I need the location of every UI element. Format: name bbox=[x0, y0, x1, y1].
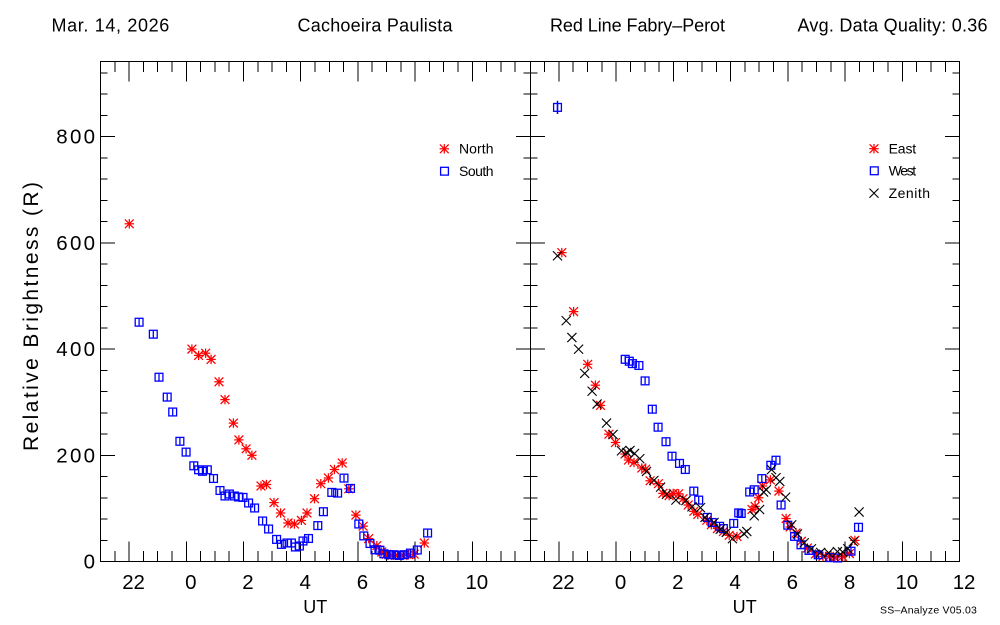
svg-text:8: 8 bbox=[844, 571, 855, 594]
svg-text:Cachoeira Paulista: Cachoeira Paulista bbox=[298, 15, 454, 35]
svg-text:400: 400 bbox=[56, 338, 95, 361]
svg-text:6: 6 bbox=[787, 571, 798, 594]
svg-text:Mar. 14, 2026: Mar. 14, 2026 bbox=[52, 15, 170, 35]
svg-text:2: 2 bbox=[242, 571, 253, 594]
svg-text:East: East bbox=[889, 140, 917, 156]
svg-text:0: 0 bbox=[185, 571, 196, 594]
svg-text:4: 4 bbox=[299, 571, 310, 594]
svg-text:U: U bbox=[303, 597, 316, 617]
svg-text:Red Line Fabry–Perot: Red Line Fabry–Perot bbox=[550, 15, 725, 35]
svg-text:0: 0 bbox=[615, 571, 626, 594]
svg-text:22: 22 bbox=[122, 571, 145, 594]
svg-text:200: 200 bbox=[56, 444, 95, 467]
svg-text:10: 10 bbox=[896, 571, 919, 594]
svg-text:8: 8 bbox=[414, 571, 425, 594]
svg-text:T: T bbox=[746, 597, 757, 617]
svg-text:U: U bbox=[733, 597, 746, 617]
svg-text:12: 12 bbox=[953, 571, 976, 594]
svg-text:6: 6 bbox=[357, 571, 368, 594]
svg-text:2: 2 bbox=[672, 571, 683, 594]
svg-text:SS–Analyze V05.03: SS–Analyze V05.03 bbox=[880, 605, 977, 617]
svg-text:600: 600 bbox=[56, 232, 95, 255]
svg-text:North: North bbox=[459, 141, 494, 157]
svg-text:Avg. Data Quality: 0.36: Avg. Data Quality: 0.36 bbox=[798, 15, 988, 35]
svg-text:4: 4 bbox=[729, 571, 740, 594]
svg-text:22: 22 bbox=[552, 571, 575, 594]
svg-text:Relative Brightness (R): Relative Brightness (R) bbox=[20, 182, 43, 451]
svg-text:10: 10 bbox=[466, 571, 489, 594]
svg-text:South: South bbox=[459, 163, 494, 179]
svg-text:Zenith: Zenith bbox=[889, 185, 930, 201]
svg-text:West: West bbox=[889, 163, 917, 179]
svg-text:T: T bbox=[316, 597, 327, 617]
svg-text:800: 800 bbox=[56, 126, 95, 149]
svg-text:0: 0 bbox=[84, 551, 95, 574]
